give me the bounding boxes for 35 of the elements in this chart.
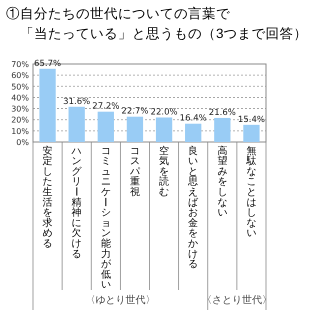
y-tick-label: 10% [11, 126, 30, 136]
y-tick-label: 70% [11, 60, 30, 69]
x-tick-label: 高望みをしない [217, 144, 228, 219]
y-tick-label: 20% [11, 116, 30, 125]
data-label: 31.6% [63, 96, 90, 107]
text: 〈ゆとり世代〉 [85, 294, 156, 306]
bar [185, 124, 202, 142]
bar [156, 117, 172, 142]
data-label: 27.2% [92, 102, 120, 112]
bar [243, 124, 260, 142]
data-label: 15.4% [238, 114, 265, 125]
category-label: 良いと思えばお金をかける [188, 146, 198, 270]
bar [214, 118, 230, 142]
text: 〈さとり世代〉 [202, 294, 272, 306]
category-label: ハングリー精神に欠ける [70, 146, 82, 260]
y-tick-label: 50% [11, 82, 30, 92]
bar [39, 68, 56, 142]
category-label: コミュニケーション能力が低い [99, 146, 111, 291]
y-tick-label: 60% [11, 71, 30, 80]
x-tick-label: 空気を読む [159, 144, 170, 198]
chart-title: ①自分たちの世代についての言葉で「当たっている」と思うもの（3つまで回答） [6, 5, 309, 43]
data-label: 22.0% [150, 107, 178, 118]
y-tick-label: 40% [11, 93, 30, 102]
bar [126, 116, 144, 142]
category-label: 無駄なことはしない [246, 146, 256, 240]
data-label: 22.7% [121, 106, 148, 117]
bar [98, 112, 114, 142]
data-label: 65.7% [34, 58, 62, 69]
y-tick-label: 30% [11, 104, 30, 114]
y-tick-label: 0% [16, 138, 30, 147]
data-label: 21.6% [208, 108, 236, 118]
category-label: 安定した生活を求める [42, 146, 53, 250]
bar [68, 106, 85, 142]
data-label: 16.4% [180, 114, 207, 124]
x-tick-label: コスパ重視 [128, 146, 141, 198]
